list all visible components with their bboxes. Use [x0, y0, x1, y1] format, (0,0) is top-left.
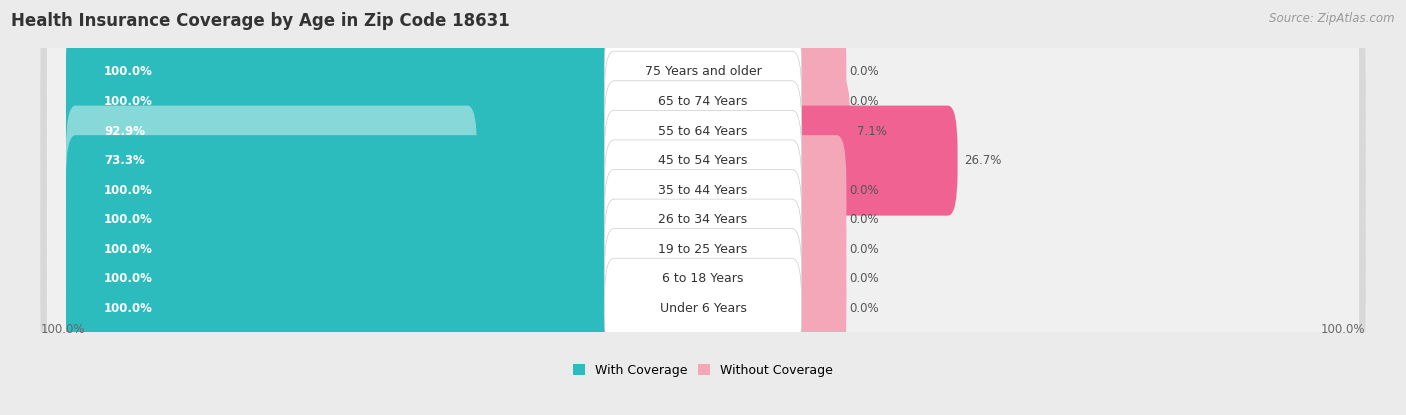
Text: 0.0%: 0.0%	[849, 95, 879, 108]
Text: 0.0%: 0.0%	[849, 65, 879, 78]
FancyBboxPatch shape	[41, 29, 1365, 173]
Text: 6 to 18 Years: 6 to 18 Years	[662, 272, 744, 286]
FancyBboxPatch shape	[605, 258, 801, 359]
FancyBboxPatch shape	[66, 46, 623, 156]
Text: 100.0%: 100.0%	[104, 302, 153, 315]
FancyBboxPatch shape	[605, 22, 801, 122]
FancyBboxPatch shape	[783, 46, 846, 156]
FancyBboxPatch shape	[66, 135, 623, 245]
FancyBboxPatch shape	[66, 254, 623, 364]
Text: 65 to 74 Years: 65 to 74 Years	[658, 95, 748, 108]
FancyBboxPatch shape	[46, 75, 1360, 187]
FancyBboxPatch shape	[66, 224, 623, 334]
FancyBboxPatch shape	[46, 105, 1360, 217]
FancyBboxPatch shape	[783, 254, 846, 364]
FancyBboxPatch shape	[46, 45, 1360, 158]
Text: 92.9%: 92.9%	[104, 124, 145, 137]
Text: 100.0%: 100.0%	[104, 272, 153, 286]
FancyBboxPatch shape	[66, 165, 623, 275]
Text: Under 6 Years: Under 6 Years	[659, 302, 747, 315]
Text: 0.0%: 0.0%	[849, 184, 879, 197]
FancyBboxPatch shape	[783, 76, 851, 186]
Text: 100.0%: 100.0%	[1322, 323, 1365, 336]
FancyBboxPatch shape	[41, 148, 1365, 292]
FancyBboxPatch shape	[783, 165, 846, 275]
Text: 0.0%: 0.0%	[849, 302, 879, 315]
FancyBboxPatch shape	[605, 169, 801, 270]
FancyBboxPatch shape	[41, 236, 1365, 381]
Legend: With Coverage, Without Coverage: With Coverage, Without Coverage	[572, 364, 834, 377]
FancyBboxPatch shape	[605, 199, 801, 300]
Text: Health Insurance Coverage by Age in Zip Code 18631: Health Insurance Coverage by Age in Zip …	[11, 12, 510, 30]
Text: 0.0%: 0.0%	[849, 272, 879, 286]
Text: 75 Years and older: 75 Years and older	[644, 65, 762, 78]
FancyBboxPatch shape	[46, 193, 1360, 305]
FancyBboxPatch shape	[46, 134, 1360, 247]
Text: 100.0%: 100.0%	[104, 213, 153, 226]
FancyBboxPatch shape	[783, 105, 957, 216]
Text: 26 to 34 Years: 26 to 34 Years	[658, 213, 748, 226]
FancyBboxPatch shape	[66, 76, 585, 186]
FancyBboxPatch shape	[41, 177, 1365, 322]
FancyBboxPatch shape	[605, 81, 801, 181]
Text: 100.0%: 100.0%	[104, 243, 153, 256]
Text: 100.0%: 100.0%	[104, 184, 153, 197]
FancyBboxPatch shape	[46, 252, 1360, 365]
FancyBboxPatch shape	[41, 88, 1365, 233]
FancyBboxPatch shape	[783, 135, 846, 245]
Text: Source: ZipAtlas.com: Source: ZipAtlas.com	[1270, 12, 1395, 25]
Text: 45 to 54 Years: 45 to 54 Years	[658, 154, 748, 167]
Text: 26.7%: 26.7%	[965, 154, 1001, 167]
Text: 19 to 25 Years: 19 to 25 Years	[658, 243, 748, 256]
Text: 100.0%: 100.0%	[104, 95, 153, 108]
FancyBboxPatch shape	[783, 224, 846, 334]
Text: 73.3%: 73.3%	[104, 154, 145, 167]
FancyBboxPatch shape	[783, 17, 846, 127]
Text: 35 to 44 Years: 35 to 44 Years	[658, 184, 748, 197]
FancyBboxPatch shape	[605, 140, 801, 240]
FancyBboxPatch shape	[46, 16, 1360, 128]
Text: 0.0%: 0.0%	[849, 243, 879, 256]
FancyBboxPatch shape	[605, 229, 801, 329]
Text: 100.0%: 100.0%	[104, 65, 153, 78]
FancyBboxPatch shape	[46, 164, 1360, 276]
Text: 55 to 64 Years: 55 to 64 Years	[658, 124, 748, 137]
FancyBboxPatch shape	[41, 59, 1365, 203]
FancyBboxPatch shape	[66, 105, 477, 216]
FancyBboxPatch shape	[46, 223, 1360, 335]
FancyBboxPatch shape	[41, 207, 1365, 351]
FancyBboxPatch shape	[66, 194, 623, 304]
FancyBboxPatch shape	[41, 118, 1365, 262]
Text: 7.1%: 7.1%	[856, 124, 886, 137]
FancyBboxPatch shape	[41, 0, 1365, 144]
Text: 100.0%: 100.0%	[41, 323, 84, 336]
FancyBboxPatch shape	[783, 194, 846, 304]
FancyBboxPatch shape	[66, 17, 623, 127]
Text: 0.0%: 0.0%	[849, 213, 879, 226]
FancyBboxPatch shape	[605, 51, 801, 151]
FancyBboxPatch shape	[605, 110, 801, 211]
